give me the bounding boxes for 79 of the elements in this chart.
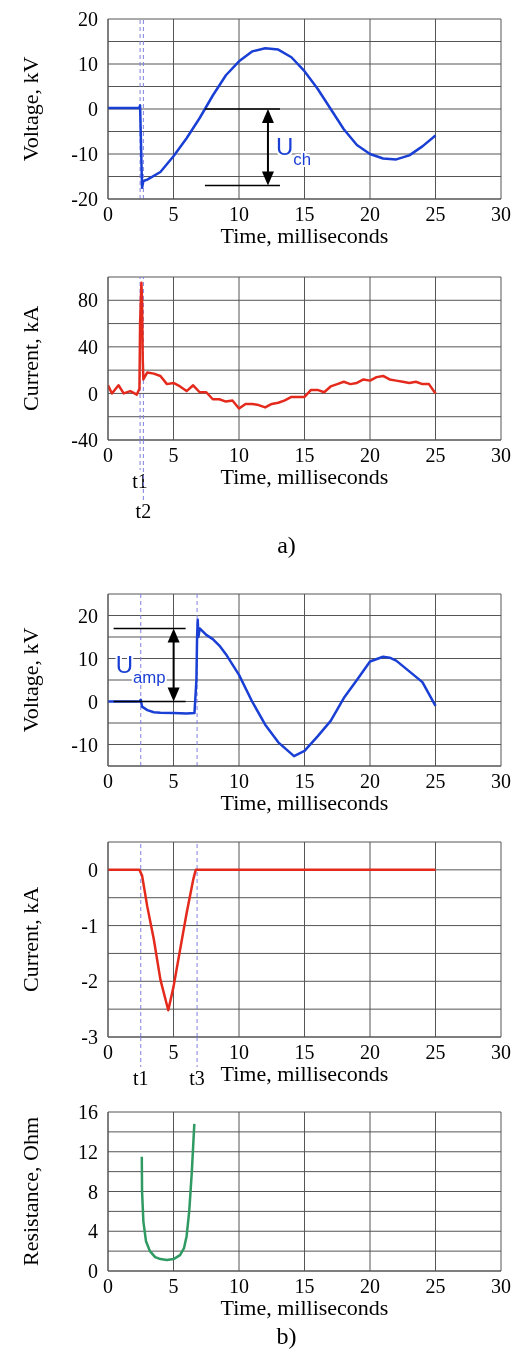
y-tick-label: -10 [71, 143, 98, 166]
y-tick-label: 8 [88, 1180, 98, 1203]
x-tick-label: 30 [491, 770, 511, 793]
x-tick-label: 0 [103, 1041, 113, 1064]
x-axis-title: Time, milliseconds [220, 464, 389, 489]
x-tick-label: 30 [491, 1275, 511, 1298]
x-tick-label: 5 [168, 444, 179, 467]
y-tick-label: -3 [81, 1026, 98, 1049]
text: b) [275, 1322, 298, 1351]
x-tick-label: 10 [229, 444, 249, 467]
y-tick-label: 0 [88, 858, 98, 881]
y-tick-label: 10 [78, 647, 98, 670]
y-tick-label: 16 [78, 1101, 98, 1124]
y-tick-label: 0 [88, 382, 98, 405]
y-tick-label: 12 [78, 1140, 98, 1163]
x-tick-label: 30 [491, 444, 511, 467]
x-tick-label: 25 [425, 444, 446, 467]
x-tick-label: 30 [491, 1041, 511, 1064]
x-tick-label: 5 [168, 1275, 179, 1298]
x-axis-title: Time, milliseconds [220, 223, 389, 248]
y-axis-title: Current, kA [18, 305, 43, 412]
y-tick-label: -2 [81, 970, 98, 993]
line-series [140, 1122, 196, 1262]
y-tick-label: -1 [81, 914, 98, 937]
x-tick-label: 5 [168, 1041, 179, 1064]
y-tick-label: 4 [88, 1220, 98, 1243]
y-tick-label: 40 [78, 335, 98, 358]
x-tick-label: 0 [103, 444, 113, 467]
x-axis-title: Time, milliseconds [220, 1061, 389, 1086]
x-axis-title: Time, milliseconds [220, 790, 389, 815]
ref-line-label: t1 [132, 1067, 149, 1089]
y-tick-label: -40 [71, 429, 98, 452]
x-tick-label: 0 [103, 203, 113, 226]
ref-line-label: t3 [189, 1067, 205, 1089]
y-axis-title: Voltage, kV [18, 56, 43, 162]
x-tick-label: 10 [229, 770, 249, 793]
y-tick-label: 0 [88, 690, 98, 713]
line-series [108, 47, 437, 189]
annotation: U$_{amp}$ [115, 650, 166, 687]
text: a) [276, 531, 297, 560]
x-tick-label: 25 [425, 203, 446, 226]
y-tick-label: 0 [88, 98, 98, 121]
ref-line-label: t2 [135, 500, 152, 522]
y-tick-label: 20 [78, 604, 98, 627]
x-tick-label: 25 [425, 770, 446, 793]
y-tick-label: -10 [71, 733, 98, 756]
line-series [108, 281, 437, 410]
line-series [108, 618, 437, 758]
y-axis-title: Resistance, Ohm [18, 1116, 43, 1267]
line-series [108, 868, 437, 1012]
x-tick-label: 20 [360, 1275, 380, 1298]
y-axis-title: Voltage, kV [18, 627, 43, 733]
x-tick-label: 15 [294, 770, 315, 793]
x-tick-label: 0 [103, 770, 113, 793]
x-tick-label: 15 [294, 1041, 315, 1064]
y-tick-label: 0 [88, 1260, 98, 1283]
x-tick-label: 5 [168, 203, 179, 226]
x-axis-title: Time, milliseconds [220, 1295, 389, 1320]
x-tick-label: 25 [425, 1275, 446, 1298]
x-tick-label: 20 [360, 444, 380, 467]
ref-line-label: t1 [132, 470, 148, 492]
x-tick-label: 10 [229, 1041, 249, 1064]
x-tick-label: 20 [360, 203, 380, 226]
y-tick-label: 20 [78, 8, 98, 31]
x-tick-label: 20 [360, 770, 380, 793]
x-tick-label: 15 [294, 203, 315, 226]
x-tick-label: 5 [168, 770, 179, 793]
y-tick-label: 10 [78, 53, 98, 76]
x-tick-label: 30 [491, 203, 511, 226]
x-tick-label: 20 [360, 1041, 380, 1064]
x-tick-label: 15 [294, 444, 315, 467]
x-tick-label: 0 [103, 1275, 113, 1298]
x-tick-label: 25 [425, 1041, 446, 1064]
x-tick-label: 15 [294, 1275, 315, 1298]
y-axis-title: Current, kA [18, 886, 43, 993]
x-tick-label: 10 [229, 203, 249, 226]
x-tick-label: 10 [229, 1275, 249, 1298]
y-tick-label: -20 [71, 188, 98, 211]
y-tick-label: 80 [78, 289, 98, 312]
